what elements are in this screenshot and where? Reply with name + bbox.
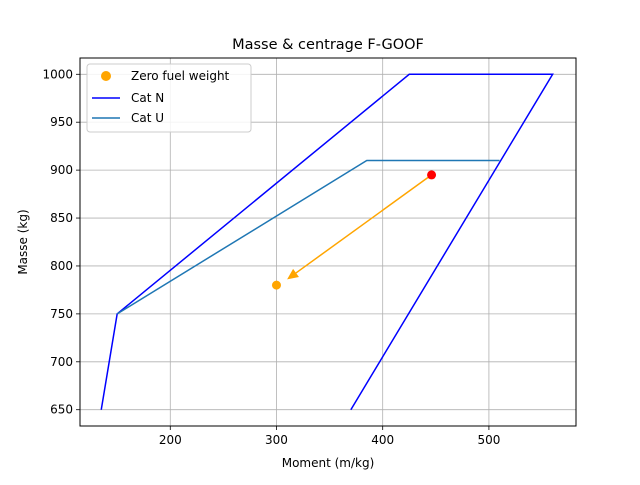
x-tick-label: 300	[265, 433, 288, 447]
fuel-arrow-head	[287, 268, 299, 280]
series-line-cat-u	[116, 159, 500, 315]
x-tick-label: 400	[371, 433, 394, 447]
y-tick-label: 900	[50, 163, 73, 177]
legend-label-zero-fuel-weight: Zero fuel weight	[131, 69, 230, 83]
y-axis-label: Masse (kg)	[16, 209, 30, 274]
y-tick-label: 700	[50, 355, 73, 369]
series-line-cat-n	[100, 73, 554, 411]
legend-label-cat-n: Cat N	[131, 91, 164, 105]
y-tick-label: 1000	[42, 67, 73, 81]
axes-frame	[79, 57, 577, 427]
grid	[80, 58, 576, 426]
legend-label-cat-u: Cat U	[131, 111, 164, 125]
y-tick-label: 650	[50, 403, 73, 417]
x-axis-label: Moment (m/kg)	[282, 456, 375, 470]
x-tick-label: 200	[159, 433, 182, 447]
zero-fuel-weight-point	[271, 280, 281, 290]
x-tick-label: 500	[477, 433, 500, 447]
chart-title: Masse & centrage F-GOOF	[232, 37, 424, 53]
y-tick-label: 850	[50, 211, 73, 225]
legend: Zero fuel weight Cat N Cat U	[86, 63, 252, 133]
takeoff-weight-point	[427, 170, 437, 180]
y-tick-label: 950	[50, 115, 73, 129]
ticks: 200 300 400 500 650 700 750 800 850 900 950 1000	[42, 67, 500, 447]
series-layer	[100, 73, 554, 411]
legend-marker-zero-fuel-weight	[101, 71, 111, 81]
fuel-arrow-shaft	[295, 174, 432, 274]
y-tick-label: 800	[50, 259, 73, 273]
y-tick-label: 750	[50, 307, 73, 321]
legend-frame	[86, 63, 252, 133]
